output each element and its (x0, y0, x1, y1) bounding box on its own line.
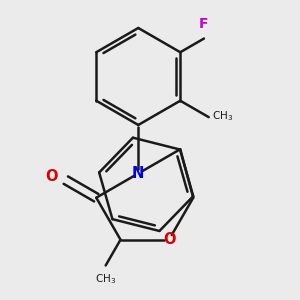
Text: N: N (132, 166, 145, 181)
Text: O: O (163, 232, 175, 247)
Text: O: O (46, 169, 58, 184)
Text: F: F (199, 17, 209, 31)
Text: $\mathrm{CH_3}$: $\mathrm{CH_3}$ (95, 272, 116, 286)
Text: $\mathrm{CH_3}$: $\mathrm{CH_3}$ (212, 110, 233, 123)
